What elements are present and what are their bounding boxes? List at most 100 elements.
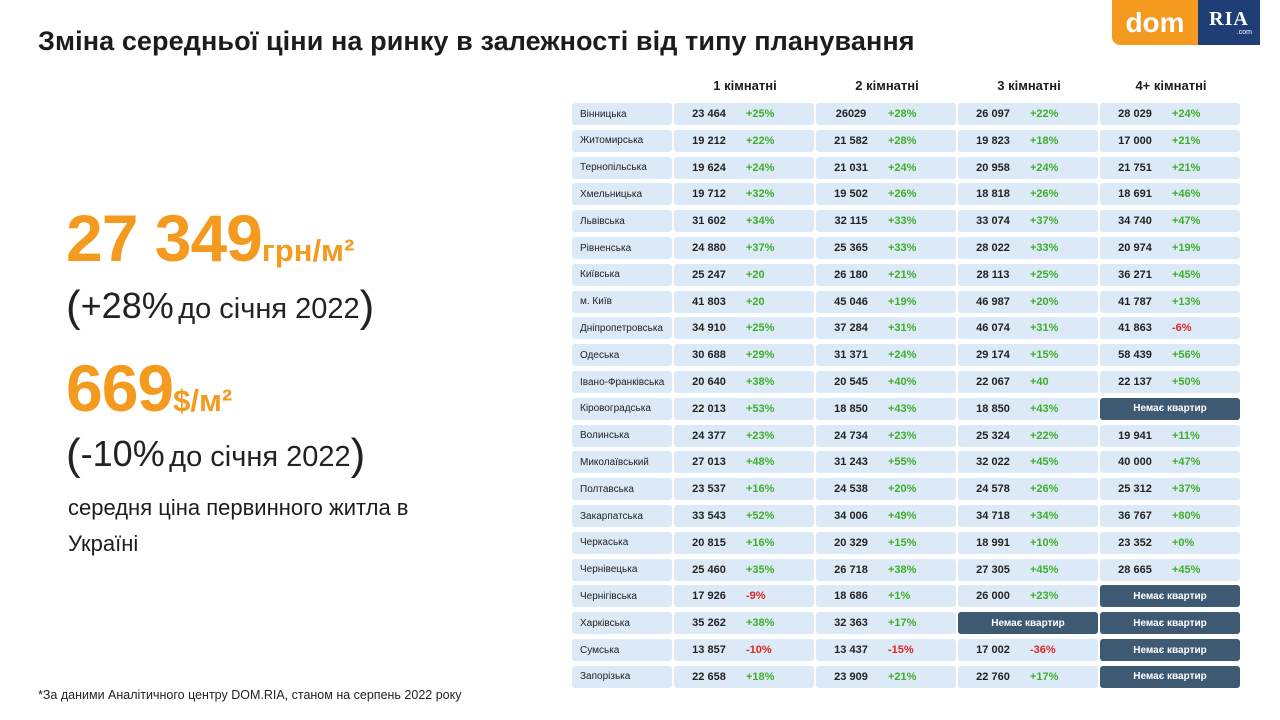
price-cell: 37 284 +31%: [816, 317, 956, 340]
price-value: 19 941: [1118, 429, 1152, 442]
price-value: 32 022: [976, 456, 1010, 469]
source-footnote: *За даними Аналітичного центру DOM.RIA, …: [38, 688, 462, 702]
price-cell: 19 941 +11%: [1100, 424, 1240, 447]
price-change: +49%: [888, 510, 917, 522]
price-cell: 58 439 +56%: [1100, 344, 1240, 367]
price-cell: 19 212 +22%: [674, 129, 814, 152]
usd-change-pct: -10%: [80, 433, 165, 474]
price-cell: 46 987 +20%: [958, 290, 1098, 313]
price-change: -15%: [888, 644, 914, 656]
price-value: 21 751: [1118, 161, 1152, 174]
price-value: 23 537: [692, 483, 726, 496]
price-cell: 25 460 +35%: [674, 558, 814, 581]
no-apartments-badge: Немає квартир: [1100, 665, 1240, 688]
price-value: 19 502: [834, 188, 868, 201]
price-cell: 22 658 +18%: [674, 665, 814, 688]
price-change: +32%: [746, 188, 775, 201]
region-name: Житомирська: [572, 129, 672, 152]
price-cell: 24 578 +26%: [958, 478, 1098, 501]
price-cell: 22 760 +17%: [958, 665, 1098, 688]
price-value: 33 543: [692, 510, 726, 522]
price-value: 36 271: [1118, 268, 1152, 281]
no-apartments-badge: Немає квартир: [1100, 585, 1240, 608]
column-header: 2 кімнатні: [855, 78, 919, 93]
price-cell: 34 740 +47%: [1100, 210, 1240, 233]
table-row: Закарпатська 33 543 +52% 34 006 +49% 34 718 +3…: [572, 505, 1240, 527]
price-cell: 18 686 +1%: [816, 585, 956, 608]
price-value: 32 363: [834, 617, 868, 630]
price-cell: 22 067 +40: [958, 371, 1098, 393]
uah-change-text: до січня 2022: [178, 293, 360, 325]
table-row: Чернівецька 25 460 +35% 26 718 +38% 27 305 +45…: [572, 558, 1240, 581]
price-change: +13%: [1172, 295, 1201, 308]
price-change: +22%: [746, 134, 775, 147]
summary-description: середня ціна первинного житла в Україні: [68, 495, 409, 556]
table-row: м. Київ 41 803 +20 45 046 +19% 46 987 +20% 41 7…: [572, 290, 1240, 313]
price-change: +48%: [746, 456, 775, 469]
uah-change-pct: +28%: [80, 285, 174, 326]
price-cell: 27 305 +45%: [958, 558, 1098, 581]
price-value: 22 760: [976, 670, 1010, 683]
price-cell: 23 909 +21%: [816, 665, 956, 688]
price-cell: 19 823 +18%: [958, 129, 1098, 152]
region-name: Харківська: [572, 612, 672, 635]
price-value: 18 850: [976, 402, 1010, 415]
price-change: +33%: [888, 215, 917, 228]
price-cell: 40 000 +47%: [1100, 451, 1240, 474]
price-value: 17 926: [692, 590, 726, 603]
price-change: +1%: [888, 590, 911, 603]
price-value: 41 863: [1118, 322, 1152, 335]
price-change: +10%: [1030, 536, 1059, 549]
price-change: +45%: [1030, 456, 1059, 469]
price-value: 23 352: [1118, 536, 1152, 549]
price-cell: 19 502 +26%: [816, 183, 956, 206]
price-value: 26 000: [976, 590, 1010, 603]
price-cell: 20 958 +24%: [958, 156, 1098, 179]
price-value: 26 718: [834, 563, 868, 576]
price-cell: 17 000 +21%: [1100, 129, 1240, 152]
price-value: 31 371: [834, 349, 868, 362]
price-value: 33 074: [976, 215, 1010, 228]
price-value: 24 734: [834, 429, 868, 442]
price-change: +17%: [888, 617, 917, 630]
price-change: +19%: [1172, 242, 1201, 254]
price-change: +52%: [746, 510, 775, 522]
price-cell: 41 787 +13%: [1100, 290, 1240, 313]
dom-ria-logo[interactable]: dom RIA .com: [1112, 0, 1280, 45]
price-cell: 13 857 -10%: [674, 639, 814, 661]
price-change: +53%: [746, 402, 775, 415]
price-cell: 22 137 +50%: [1100, 371, 1240, 393]
price-cell: 26 000 +23%: [958, 585, 1098, 608]
price-change: +24%: [888, 349, 917, 362]
price-change: +18%: [1030, 134, 1059, 147]
price-cell: 41 803 +20: [674, 290, 814, 313]
price-value: 25 312: [1118, 483, 1152, 496]
price-cell: 25 247 +20: [674, 263, 814, 286]
price-cell: 35 262 +38%: [674, 612, 814, 635]
usd-price: 669$/м²: [66, 350, 232, 426]
price-change: +22%: [1030, 108, 1059, 120]
price-value: 46 074: [976, 322, 1010, 335]
price-cell: 26029 +28%: [816, 103, 956, 125]
price-change: +40%: [888, 376, 917, 388]
price-change: +80%: [1172, 510, 1201, 522]
price-value: 21 582: [834, 134, 868, 147]
price-value: 25 365: [834, 242, 868, 254]
price-change: +45%: [1030, 563, 1059, 576]
region-name: Дніпропетровська: [572, 317, 672, 340]
price-change: +25%: [746, 108, 775, 120]
price-value: 25 247: [692, 268, 726, 281]
price-cell: 20 640 +38%: [674, 371, 814, 393]
price-cell: 24 538 +20%: [816, 478, 956, 501]
price-change: +37%: [1030, 215, 1059, 228]
price-change: +50%: [1172, 376, 1201, 388]
price-value: 41 787: [1118, 295, 1152, 308]
price-cell: 34 718 +34%: [958, 505, 1098, 527]
price-value: 28 113: [976, 268, 1010, 281]
region-name: Чернівецька: [572, 558, 672, 581]
price-value: 18 818: [976, 188, 1010, 201]
price-change: +25%: [1030, 268, 1059, 281]
table-row: Чернігівська 17 926 -9% 18 686 +1% 26 000 +23%…: [572, 585, 1240, 608]
price-change: +23%: [1030, 590, 1059, 603]
price-cell: 19 712 +32%: [674, 183, 814, 206]
